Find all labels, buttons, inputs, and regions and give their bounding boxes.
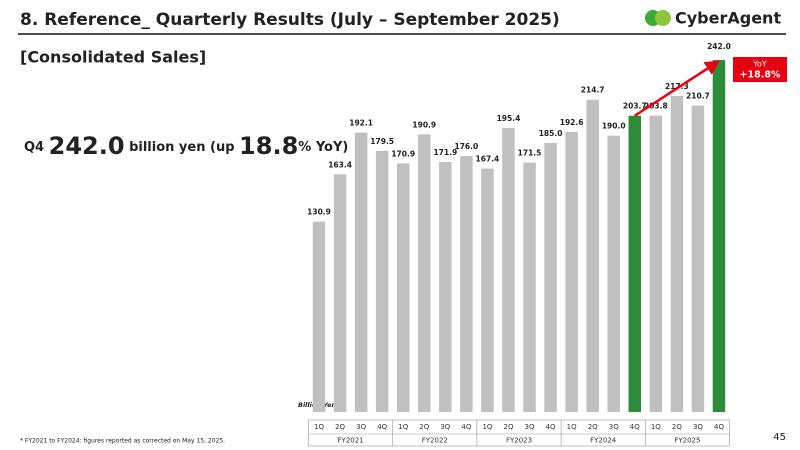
x-tick-label: 3Q xyxy=(525,423,535,431)
x-tick-label: 1Q xyxy=(314,423,324,431)
x-tick-label: 1Q xyxy=(398,423,408,431)
value-label: 217.3 xyxy=(665,82,689,91)
value-label: 167.4 xyxy=(476,155,500,164)
bar xyxy=(439,161,452,412)
bar xyxy=(396,163,410,412)
value-label: 214.7 xyxy=(581,86,605,95)
bar xyxy=(691,105,705,412)
x-tick-label: 2Q xyxy=(419,423,429,431)
yoy-box xyxy=(733,57,787,82)
x-tick-label: 1Q xyxy=(482,423,492,431)
x-tick-label: 4Q xyxy=(461,423,471,431)
bar xyxy=(649,115,663,413)
value-label: 203.8 xyxy=(644,102,668,111)
value-label: 179.5 xyxy=(370,137,394,146)
x-tick-label: 4Q xyxy=(714,423,724,431)
x-axis-box xyxy=(308,419,730,447)
value-label: 190.0 xyxy=(602,122,626,131)
bar xyxy=(607,135,620,412)
value-label: 130.9 xyxy=(307,208,331,217)
x-tick-label: 2Q xyxy=(672,423,682,431)
headline-rate: 18.8 xyxy=(239,132,298,160)
bar xyxy=(354,132,368,413)
bar xyxy=(628,115,642,413)
value-label: 170.9 xyxy=(391,149,415,158)
bar xyxy=(523,162,536,412)
bar xyxy=(502,127,515,412)
value-label: 176.0 xyxy=(455,142,479,151)
group-label: FY2022 xyxy=(422,437,448,445)
x-tick-label: 2Q xyxy=(503,423,513,431)
subtitle: [Consolidated Sales] xyxy=(20,48,206,67)
bar xyxy=(565,131,578,412)
yoy-label: YoY xyxy=(752,60,767,69)
value-label: 192.6 xyxy=(560,118,584,127)
x-tick-label: 4Q xyxy=(377,423,387,431)
x-tick-label: 3Q xyxy=(693,423,703,431)
value-label: 242.0 xyxy=(707,42,731,51)
value-label: 171.9 xyxy=(433,148,457,157)
logo-text: CyberAgent xyxy=(675,9,781,28)
x-tick-label: 2Q xyxy=(335,423,345,431)
bar xyxy=(712,60,726,413)
headline-part: billion yen (up xyxy=(129,140,234,155)
value-label: 185.0 xyxy=(539,129,563,138)
value-label: 203.7 xyxy=(623,102,647,111)
x-tick-label: 3Q xyxy=(609,423,619,431)
value-label: 190.9 xyxy=(412,120,436,129)
bar xyxy=(312,221,326,412)
value-label: 171.5 xyxy=(518,149,542,158)
bar xyxy=(460,156,473,412)
bar xyxy=(544,142,557,412)
headline-amount: 242.0 xyxy=(49,132,125,160)
headline-part: % YoY) xyxy=(298,140,348,155)
headline: Q4 242.0 billion yen (up 18.8% YoY) xyxy=(24,132,348,160)
bar xyxy=(333,174,347,412)
bar xyxy=(481,168,494,412)
value-label: 192.1 xyxy=(349,119,373,128)
value-label: 210.7 xyxy=(686,92,710,101)
group-label: FY2021 xyxy=(338,437,364,445)
bar xyxy=(670,95,684,413)
yoy-arrow xyxy=(634,60,721,117)
value-label: 163.4 xyxy=(328,160,352,169)
x-tick-label: 1Q xyxy=(651,423,661,431)
logo-icon xyxy=(655,10,671,26)
x-tick-label: 1Q xyxy=(567,423,577,431)
headline-part: Q4 xyxy=(24,140,44,155)
footnote: * FY2021 to FY2024: figures reported as … xyxy=(20,438,225,445)
group-label: FY2025 xyxy=(674,437,700,445)
page-number: 45 xyxy=(773,432,786,443)
group-label: FY2024 xyxy=(590,437,617,445)
slide-title: 8. Reference_ Quarterly Results (July – … xyxy=(20,10,560,30)
x-tick-label: 4Q xyxy=(630,423,640,431)
bar xyxy=(586,99,599,412)
logo: CyberAgent xyxy=(645,9,781,28)
bar xyxy=(375,150,389,413)
group-label: FY2023 xyxy=(506,437,532,445)
x-tick-label: 3Q xyxy=(440,423,450,431)
value-label: 195.4 xyxy=(497,114,521,123)
bar xyxy=(418,134,431,412)
yoy-value: +18.8% xyxy=(740,70,781,81)
x-tick-label: 4Q xyxy=(546,423,556,431)
x-tick-label: 3Q xyxy=(356,423,366,431)
x-tick-label: 2Q xyxy=(588,423,598,431)
